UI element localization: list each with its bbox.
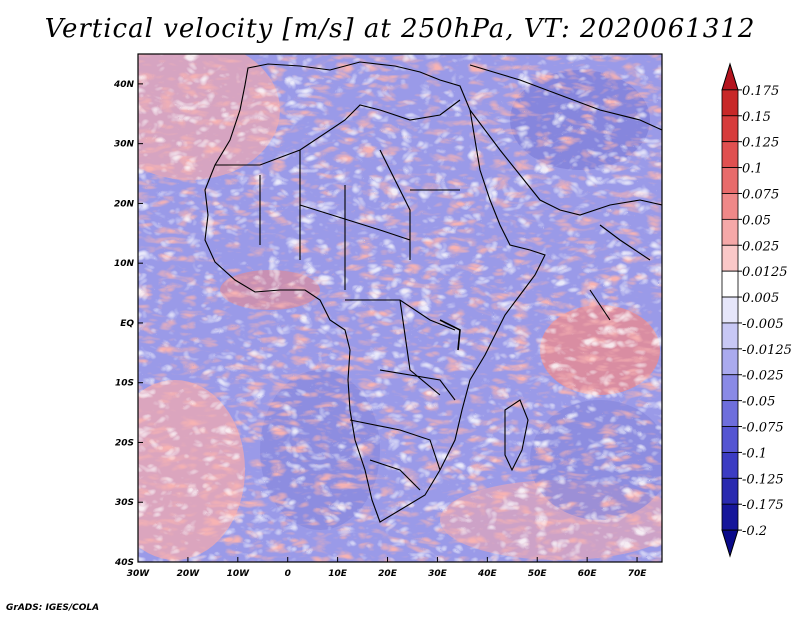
y-tick-label: 10S [115,379,134,389]
colorbar-bottom-triangle [721,529,739,558]
x-tick-label: 10E [328,569,348,579]
y-tick-label: 20S [115,438,134,448]
colorbar: 0.175 0.15 0.125 0.1 0.075 0.05 0.025 0.0125 0.0… [721,62,792,558]
x-tick-label: 60E [578,569,598,579]
colorbar-top-triangle [721,62,739,91]
coastlines [204,61,662,523]
map-title: Vertical velocity [m/s] at 250hPa, VT: 2… [44,14,756,44]
colorbar-label: 0.005 [742,291,779,306]
y-tick-label: 30S [115,498,134,508]
colorbar-swatch [721,296,739,324]
colorbar-label: -0.1 [742,446,767,461]
colorbar-swatch [721,270,739,298]
colorbar-label: 0.175 [742,84,779,99]
x-tick-label: 40E [477,569,498,579]
colorbar-label: 0.05 [742,213,771,228]
plot-frame [137,53,663,563]
colorbar-swatch [721,244,739,272]
colorbar-swatch [721,452,739,479]
credit-text: GrADS: IGES/COLA [6,603,100,613]
colorbar-swatch [721,115,739,143]
colorbar-swatch [721,89,739,117]
x-tick-label: 20W [177,569,201,579]
colorbar-label: -0.0125 [742,343,792,358]
colorbar-label: -0.05 [742,395,775,410]
colorbar-swatch [721,426,739,453]
y-tick-label: EQ [120,319,134,329]
colorbar-label: -0.025 [742,369,784,384]
colorbar-label: -0.2 [742,524,767,539]
colorbar-label: 0.1 [742,162,763,177]
colorbar-swatch [721,400,739,427]
colorbar-swatch [721,193,739,220]
colorbar-swatch [721,374,739,402]
y-tick-label: 10N [114,259,135,269]
x-tick-label: 0 [285,569,291,579]
colorbar-label: 0.125 [742,136,779,151]
x-tick-label: 10W [227,569,251,579]
colorbar-label: 0.15 [742,110,771,125]
y-tick-label: 40S [114,558,134,568]
x-tick-label: 30E [428,569,448,579]
colorbar-swatch [721,322,739,350]
x-tick-label: 20E [378,569,398,579]
colorbar-swatch [721,167,739,194]
colorbar-swatch [721,348,739,376]
x-axis: 30W 20W 10W 0 10E 20E 30E 40E 50E 60E 70E [127,557,647,579]
colorbar-swatch [721,477,739,505]
colorbar-label: -0.125 [742,472,784,487]
y-tick-label: 40N [113,80,135,90]
colorbar-label: -0.175 [742,498,784,513]
colorbar-swatch [721,141,739,168]
x-tick-label: 50E [528,569,548,579]
colorbar-label: -0.005 [742,317,784,332]
velocity-field [138,54,662,562]
colorbar-label: 0.025 [742,239,779,254]
y-axis: 40S 30S 20S 10S EQ 10N 20N 30N 40N [113,80,143,568]
x-tick-label: 70E [628,569,648,579]
colorbar-swatch [721,503,739,531]
y-tick-label: 20N [114,199,135,209]
colorbar-swatch [721,218,739,246]
x-tick-label: 30W [127,569,151,579]
y-tick-label: 30N [114,140,135,150]
colorbar-label: 0.0125 [742,265,788,280]
colorbar-label: 0.075 [742,187,779,202]
colorbar-label: -0.075 [742,421,784,436]
